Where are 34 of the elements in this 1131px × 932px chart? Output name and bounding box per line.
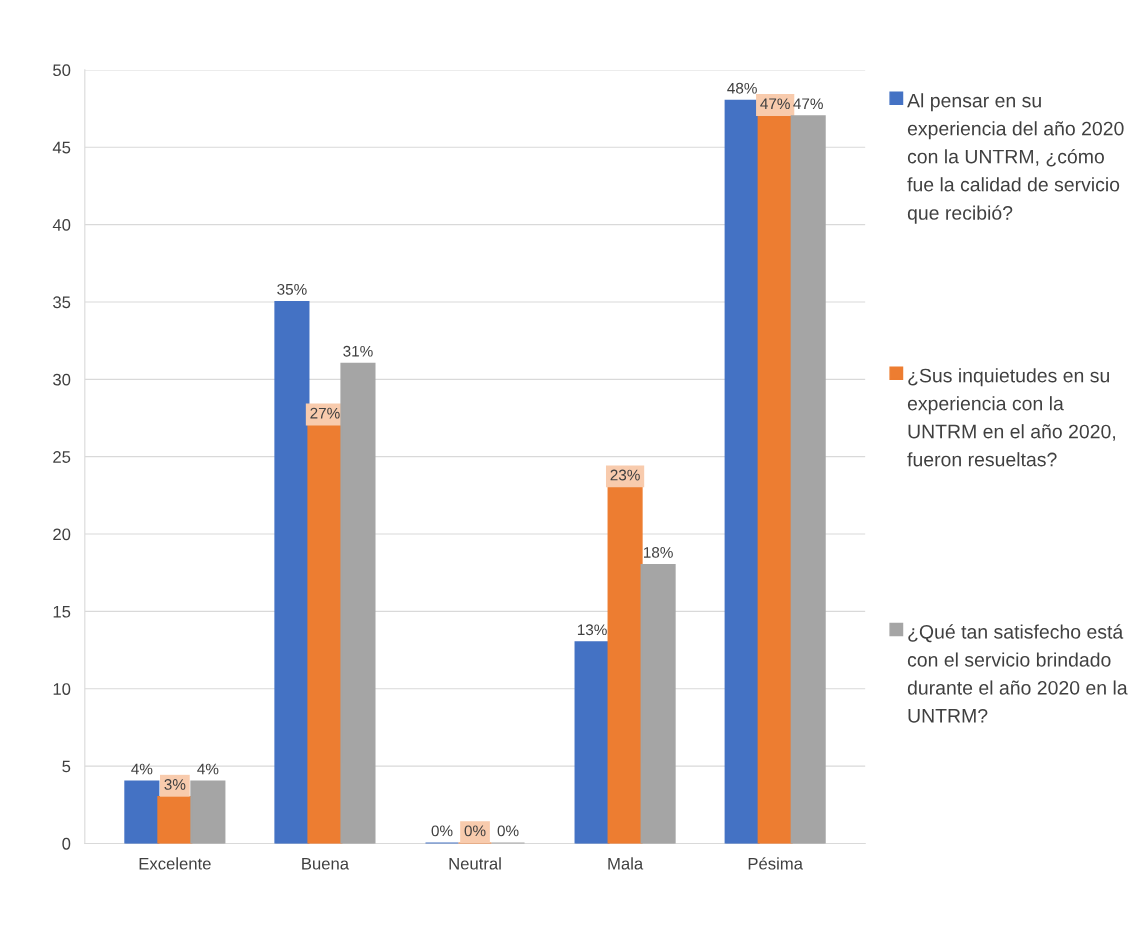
y-tick-label: 20 bbox=[53, 528, 71, 541]
y-tick-label: 10 bbox=[53, 683, 71, 695]
y-tick-label: 25 bbox=[53, 451, 71, 463]
data-label: 0% bbox=[497, 825, 519, 837]
y-tick-label: 0 bbox=[62, 837, 71, 850]
x-tick-label: Pésima bbox=[748, 857, 803, 870]
x-tick-label: Neutral bbox=[449, 857, 501, 870]
data-label: 4% bbox=[197, 763, 219, 775]
data-label: 35% bbox=[277, 283, 307, 295]
data-label: 47% bbox=[760, 98, 790, 110]
data-label: 4% bbox=[131, 763, 153, 775]
legend-label: ¿Qué tan satisfecho está con el servicio brindado durante el año 2020 en la UNTRM? bbox=[907, 624, 1128, 723]
y-tick-label: 35 bbox=[53, 296, 71, 309]
data-label: 27% bbox=[310, 407, 340, 419]
x-tick-label: Mala bbox=[608, 857, 644, 870]
data-label: 0% bbox=[431, 825, 453, 837]
data-label: 3% bbox=[164, 779, 186, 790]
data-label: 18% bbox=[643, 546, 673, 558]
x-tick-label: Excelente bbox=[139, 857, 211, 870]
y-tick-label: 15 bbox=[53, 605, 71, 618]
legend-label: ¿Sus inquietudes en su experiencia con la UNTRM en el año 2020, fueron resueltas? bbox=[907, 368, 1115, 467]
x-tick-label: Buena bbox=[302, 857, 350, 870]
data-label: 47% bbox=[793, 98, 823, 110]
data-label: 48% bbox=[727, 82, 757, 94]
legend-label: Al pensar en su experiencia del año 2020 con la UNTRM, ¿cómo fue la calidad de servicio que recibió? bbox=[907, 93, 1124, 224]
y-tick-label: 50 bbox=[53, 64, 71, 77]
y-tick-label: 5 bbox=[62, 760, 71, 773]
data-label: 31% bbox=[343, 345, 373, 357]
data-label: 13% bbox=[577, 624, 607, 636]
data-label: 0% bbox=[464, 825, 486, 837]
data-label: 23% bbox=[610, 469, 640, 481]
y-tick-label: 30 bbox=[53, 373, 71, 386]
y-tick-label: 45 bbox=[52, 141, 71, 154]
y-tick-label: 40 bbox=[52, 219, 71, 231]
